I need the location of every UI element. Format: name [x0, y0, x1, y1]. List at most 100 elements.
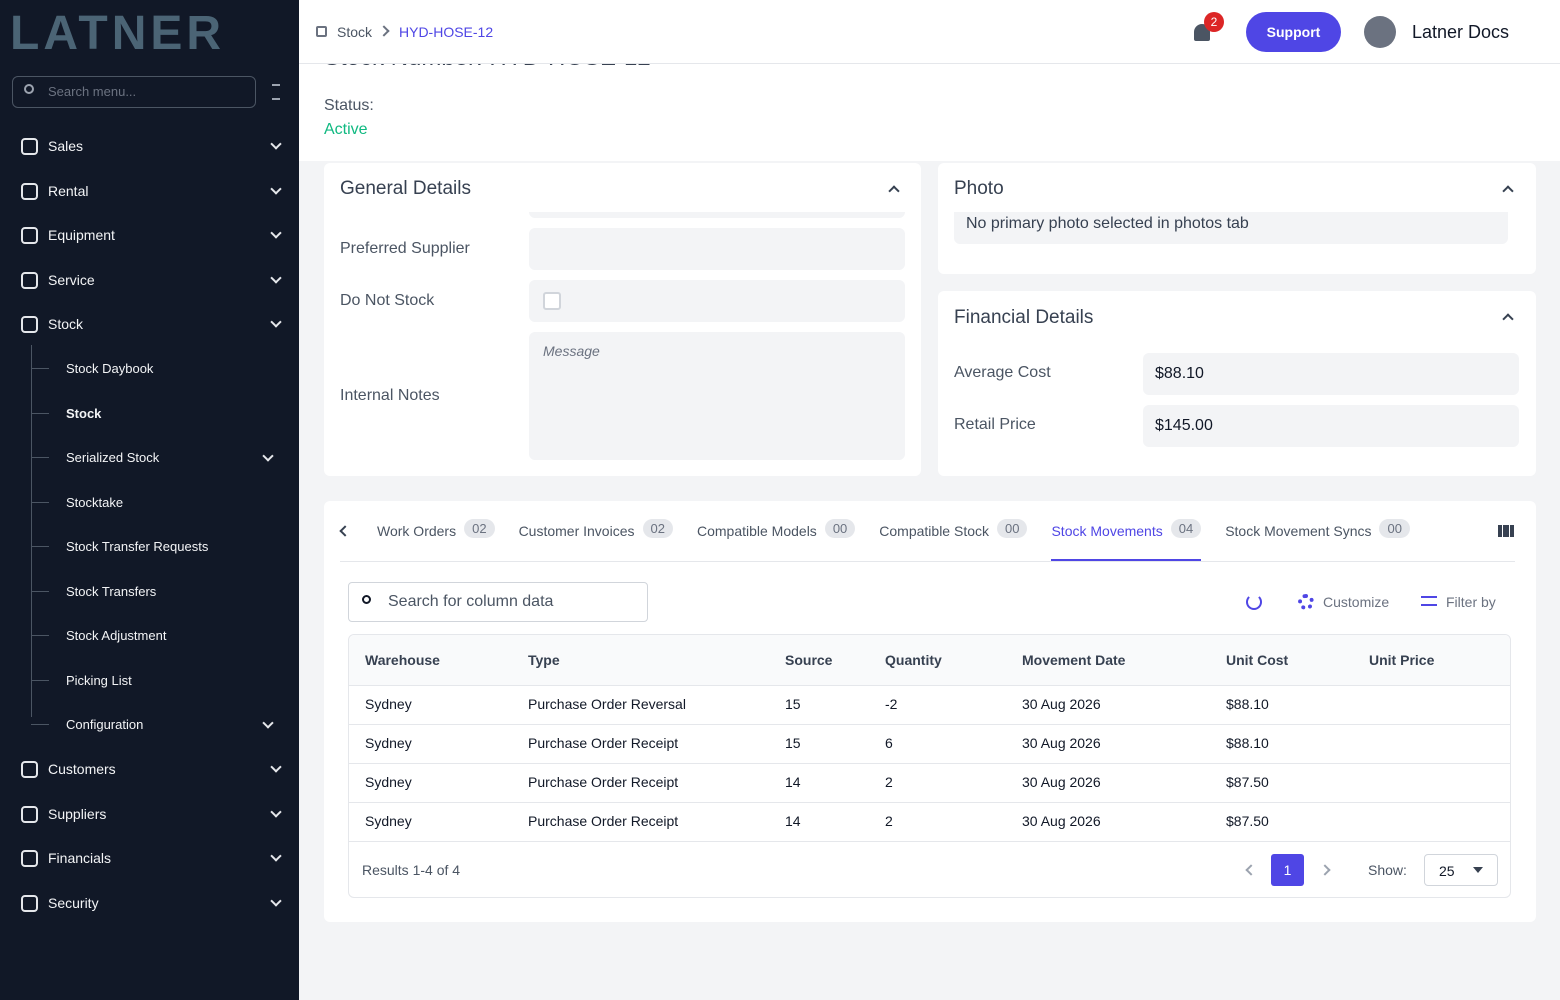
photo-box	[954, 212, 1508, 244]
row-rule	[349, 763, 1510, 764]
field-label: Preferred Supplier	[340, 240, 470, 257]
tab[interactable]: Customer Invoices 02	[519, 519, 673, 561]
menu-icon	[21, 805, 38, 823]
page-size[interactable]: 25	[1424, 854, 1498, 886]
submenu-item[interactable]: Stock	[66, 405, 102, 421]
filter[interactable]: Filter by	[1446, 594, 1496, 610]
tab[interactable]: Compatible Models 00	[696, 519, 856, 561]
user-name[interactable]: Latner Docs	[1412, 22, 1510, 42]
badge: 2	[1204, 12, 1224, 32]
customize[interactable]: Customize	[1323, 594, 1390, 610]
table-head	[349, 635, 1510, 685]
field-label: Internal Notes	[340, 387, 440, 404]
tab[interactable]: Work Orders 02	[377, 519, 495, 561]
submenu-line	[31, 345, 32, 717]
tab-count: 04	[1170, 519, 1202, 538]
cell: 30 Aug 2026	[1022, 774, 1101, 790]
submenu-item[interactable]: Picking List	[66, 672, 132, 688]
menu-item[interactable]: Stock	[48, 316, 84, 332]
submenu-branch	[31, 635, 49, 636]
submenu-branch	[31, 590, 49, 592]
search-menu[interactable]	[12, 76, 256, 108]
tab[interactable]: Stock Movement Syncs 00	[1225, 519, 1410, 561]
submenu-branch	[31, 412, 49, 414]
menu-item[interactable]: Sales	[48, 138, 84, 154]
input[interactable]	[529, 280, 905, 322]
results: Results 1-4 of 4	[362, 862, 461, 878]
submenu-branch	[31, 501, 49, 503]
tab[interactable]: Compatible Stock 00	[879, 519, 1028, 561]
search-placeholder: Search menu...	[48, 84, 137, 99]
submenu-branch	[31, 368, 49, 369]
show-label: Show:	[1368, 862, 1407, 878]
cell: 6	[885, 735, 893, 751]
input	[1143, 405, 1519, 447]
tab-name: Work Orders	[377, 523, 457, 539]
placeholder: Message	[543, 343, 600, 359]
submenu-item[interactable]: Stock Transfer Requests	[66, 539, 209, 554]
cell: 30 Aug 2026	[1022, 735, 1101, 751]
menu-icon	[21, 761, 38, 778]
card-title: Financial Details	[954, 307, 1094, 328]
cell: Purchase Order Receipt	[528, 735, 679, 751]
submenu-item[interactable]: Stock Transfers	[66, 583, 157, 599]
menu-icon	[21, 316, 38, 333]
input	[1143, 353, 1519, 395]
tab-name: Compatible Models	[696, 523, 817, 539]
field-label: Do Not Stock	[340, 292, 435, 309]
card-title: Photo	[954, 178, 1004, 199]
checkbox[interactable]	[543, 292, 561, 310]
columns-icon[interactable]	[1498, 525, 1514, 537]
textarea[interactable]	[529, 332, 905, 460]
menu-icon	[21, 138, 38, 155]
search-icon	[24, 84, 34, 94]
refresh-icon[interactable]	[1246, 594, 1262, 610]
breadcrumb-current: HYD-HOSE-12	[399, 24, 494, 40]
submenu-item[interactable]: Configuration	[66, 717, 144, 732]
menu-item[interactable]: Equipment	[48, 227, 115, 243]
row-rule	[349, 724, 1510, 725]
search-icon	[362, 595, 371, 604]
cell: 15	[785, 696, 801, 712]
table	[348, 634, 1511, 898]
cell: Sydney	[365, 735, 412, 751]
tab-name: Stock Movement Syncs	[1225, 523, 1372, 539]
breadcrumb-item[interactable]: Stock	[337, 24, 373, 40]
cell: Sydney	[365, 813, 412, 829]
page-button[interactable]: 1	[1271, 854, 1304, 886]
submenu-branch	[31, 546, 49, 547]
tab[interactable]: Stock Movements 04	[1051, 519, 1202, 561]
menu-item[interactable]: Customers	[48, 761, 116, 777]
menu-item[interactable]: Rental	[48, 182, 89, 199]
input[interactable]	[529, 228, 905, 270]
avatar	[1364, 16, 1396, 48]
column-header: Unit Cost	[1226, 652, 1289, 668]
filter-icon	[1421, 596, 1437, 606]
menu-item[interactable]: Security	[48, 894, 99, 911]
menu-item[interactable]: Service	[48, 271, 95, 288]
photo-text: No primary photo selected in photos tab	[966, 215, 1249, 232]
status-label: Status:	[324, 97, 374, 114]
field-label: Average Cost	[954, 364, 1051, 381]
cell: Purchase Order Reversal	[528, 696, 686, 712]
table-search[interactable]	[348, 582, 648, 622]
submenu-item[interactable]: Serialized Stock	[66, 450, 160, 465]
submenu-item[interactable]: Stock Daybook	[66, 361, 154, 376]
card-title: General Details	[340, 178, 471, 199]
submenu-item[interactable]: Stock Adjustment	[66, 628, 167, 643]
cell: $87.50	[1226, 813, 1269, 829]
tab-count: 00	[1379, 519, 1410, 538]
menu-item[interactable]: Financials	[48, 850, 112, 867]
cell: Purchase Order Receipt	[528, 813, 679, 829]
support-button[interactable]: Support	[1246, 12, 1341, 52]
tab-count: 02	[642, 519, 673, 538]
status-value: Active	[324, 121, 368, 138]
row-rule	[349, 802, 1510, 803]
menu-item[interactable]: Suppliers	[48, 805, 107, 822]
tab-bar: Work Orders 02 Customer Invoices 02 Compatib…	[377, 519, 1410, 561]
submenu-item[interactable]: Stocktake	[66, 494, 124, 510]
menu-icon	[21, 850, 38, 868]
cell: 30 Aug 2026	[1022, 696, 1101, 712]
column-header: Source	[785, 652, 833, 668]
